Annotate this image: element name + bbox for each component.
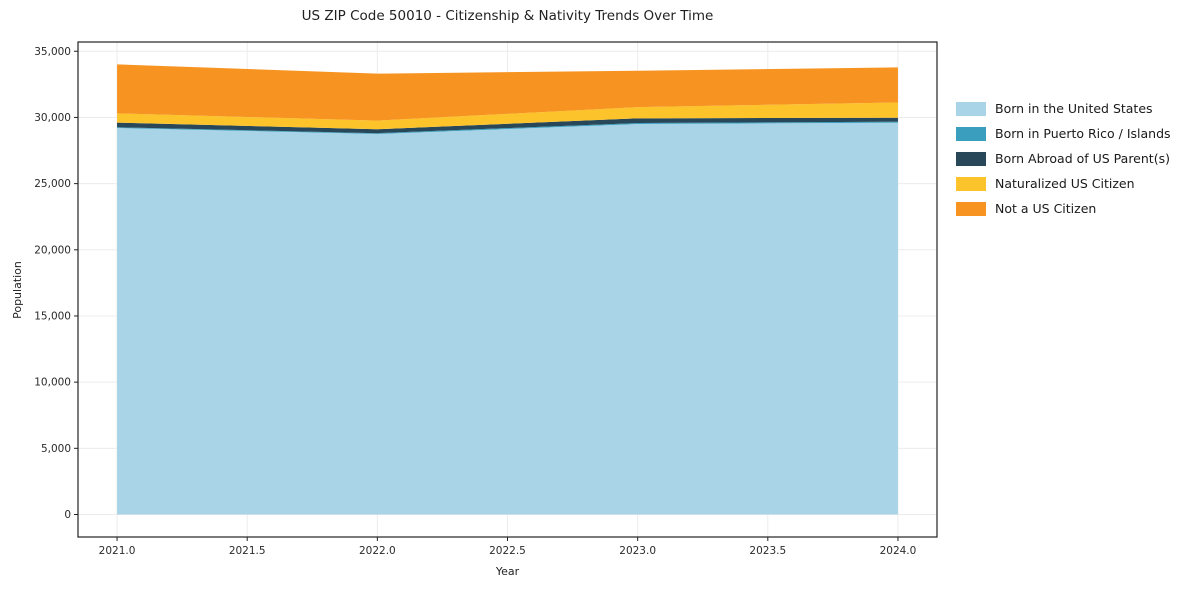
y-tick-label: 30,000 (34, 112, 71, 124)
y-tick-label: 15,000 (34, 310, 71, 322)
x-tick-label: 2021.5 (229, 545, 266, 557)
x-tick-label: 2023.0 (619, 545, 656, 557)
legend-item: Born Abroad of US Parent(s) (956, 151, 1171, 166)
legend-swatch (956, 201, 986, 216)
x-tick-label: 2021.0 (99, 545, 136, 557)
legend-swatch (956, 176, 986, 191)
y-tick-label: 20,000 (34, 244, 71, 256)
x-tick-label: 2022.0 (359, 545, 396, 557)
y-tick-label: 35,000 (34, 46, 71, 58)
y-tick-label: 5,000 (41, 443, 71, 455)
legend-label: Born in the United States (995, 101, 1153, 116)
area-series-0 (117, 122, 898, 515)
legend-label: Born Abroad of US Parent(s) (995, 151, 1170, 166)
legend-item: Born in Puerto Rico / Islands (956, 126, 1171, 141)
legend-label: Naturalized US Citizen (995, 176, 1135, 191)
area-series-2 (117, 117, 898, 134)
y-axis-label: Population (11, 261, 24, 319)
area-series-3 (117, 102, 898, 130)
chart-title: US ZIP Code 50010 - Citizenship & Nativi… (301, 8, 714, 24)
legend-item: Not a US Citizen (956, 201, 1171, 216)
legend-swatch (956, 101, 986, 116)
x-tick-label: 2023.5 (749, 545, 786, 557)
area-series-1 (117, 121, 898, 134)
legend-swatch (956, 151, 986, 166)
area-series-4 (117, 64, 898, 121)
legend-label: Born in Puerto Rico / Islands (995, 126, 1171, 141)
x-tick-label: 2024.0 (880, 545, 917, 557)
y-tick-label: 0 (64, 509, 71, 521)
legend: Born in the United States Born in Puerto … (956, 101, 1171, 216)
legend-item: Born in the United States (956, 101, 1171, 116)
x-axis-label: Year (495, 565, 520, 578)
x-tick-label: 2022.5 (489, 545, 526, 557)
legend-swatch (956, 126, 986, 141)
legend-label: Not a US Citizen (995, 201, 1097, 216)
legend-item: Naturalized US Citizen (956, 176, 1171, 191)
y-tick-label: 10,000 (34, 377, 71, 389)
y-tick-label: 25,000 (34, 178, 71, 190)
